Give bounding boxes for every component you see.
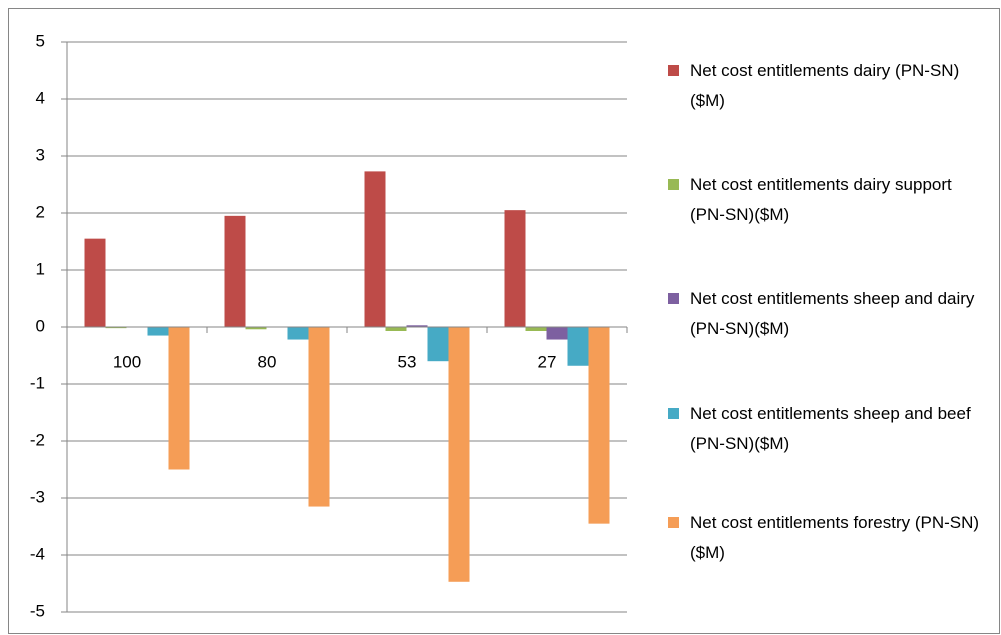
- legend-swatch: [668, 408, 679, 419]
- y-tick-label: -1: [30, 373, 45, 392]
- chart-border: [8, 8, 1000, 634]
- y-tick-label: 5: [36, 31, 45, 50]
- bar: [385, 327, 407, 331]
- legend-swatch: [668, 293, 679, 304]
- bar: [588, 327, 610, 524]
- bar: [84, 238, 106, 327]
- bar: [147, 327, 169, 336]
- legend-label: Net cost entitlements dairy (PN-SN) ($M): [690, 61, 960, 110]
- x-tick-label: 27: [538, 352, 557, 371]
- bar: [245, 327, 267, 330]
- bar: [448, 327, 470, 582]
- y-tick-label: -2: [30, 430, 45, 449]
- y-tick-label: 3: [36, 145, 45, 164]
- x-tick-label: 53: [398, 352, 417, 371]
- y-tick-label: 0: [36, 316, 45, 335]
- x-tick-label: 100: [113, 352, 141, 371]
- legend-label: Net cost entitlements forestry (PN-SN)($…: [690, 513, 980, 562]
- bar: [546, 327, 568, 340]
- y-tick-label: 1: [36, 259, 45, 278]
- y-tick-label: 2: [36, 202, 45, 221]
- bar: [168, 327, 190, 470]
- bar: [504, 210, 526, 327]
- bar: [287, 327, 309, 340]
- bar: [224, 215, 246, 327]
- legend-swatch: [668, 65, 679, 76]
- bar: [406, 325, 428, 327]
- legend-swatch: [668, 517, 679, 528]
- legend-label: Net cost entitlements sheep and beef (PN…: [690, 404, 971, 453]
- bar: [364, 171, 386, 327]
- bar: [427, 327, 449, 362]
- bar: [525, 327, 547, 331]
- bar: [567, 327, 589, 366]
- legend-label: Net cost entitlements sheep and dairy (P…: [690, 289, 975, 338]
- x-tick-label: 80: [258, 352, 277, 371]
- y-tick-label: 4: [36, 88, 45, 107]
- legend-label: Net cost entitlements dairy support (PN-…: [690, 175, 952, 224]
- bar: [105, 327, 127, 329]
- y-tick-label: -4: [30, 544, 45, 563]
- legend-swatch: [668, 179, 679, 190]
- y-tick-label: -3: [30, 487, 45, 506]
- y-tick-label: -5: [30, 601, 45, 620]
- bar: [308, 327, 330, 507]
